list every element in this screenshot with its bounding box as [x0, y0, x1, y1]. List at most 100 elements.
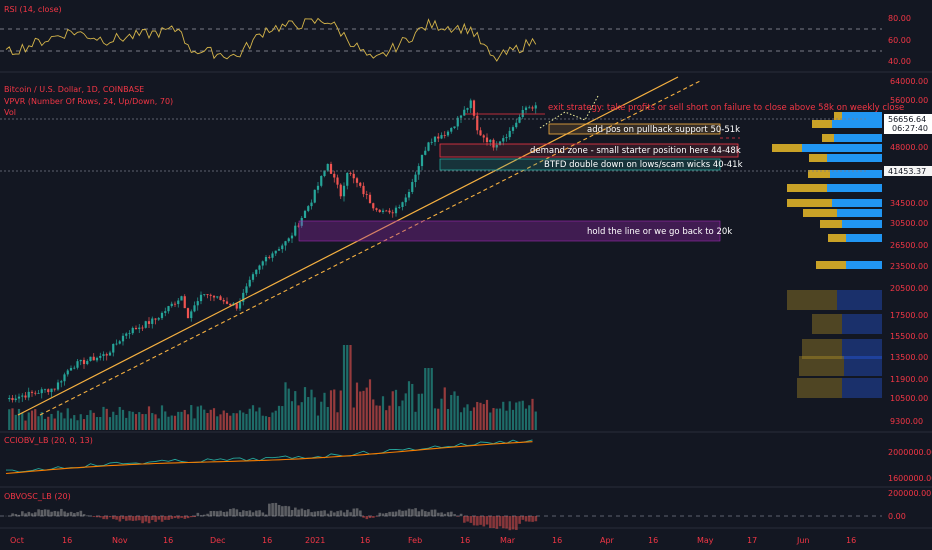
obvosc-bar [154, 516, 157, 522]
cciobv-lines [5, 439, 533, 475]
volume-bar [76, 420, 79, 430]
x-tick: 16 [552, 536, 562, 545]
candle [401, 201, 404, 211]
candle [34, 390, 37, 396]
vpvr-bar-up [837, 209, 882, 217]
volume-bar [144, 414, 147, 430]
volume-bar [86, 415, 89, 430]
obvosc-bar [167, 516, 170, 520]
obvosc-bar [258, 510, 261, 517]
main-subtitle: VPVR (Number Of Rows, 24, Up/Down, 70) [4, 97, 173, 106]
obvosc-bar [274, 502, 278, 517]
candle [446, 130, 450, 137]
countdown-value: 06:27:40 [892, 124, 928, 133]
volume-bar [245, 413, 248, 430]
obvosc-bar [414, 508, 417, 517]
candle [99, 352, 102, 361]
volume-bar [105, 408, 108, 430]
x-tick: Oct [10, 536, 24, 545]
candle [320, 175, 323, 188]
vpvr-bar-down [809, 154, 827, 162]
vpvr-bar-up [837, 290, 882, 310]
annotation-demand[interactable]: demand zone - small starter position her… [530, 146, 741, 156]
volume-bar [40, 412, 43, 430]
obvosc-bar [300, 508, 304, 517]
volume-bar [177, 411, 180, 430]
obvosc-bar [34, 512, 37, 517]
price-tick: 17500.00 [890, 311, 928, 320]
obvosc-tick: 0.00 [888, 512, 906, 521]
cciobv-title: CCIOBV_LB (20, 0, 13) [4, 436, 93, 445]
candle [511, 125, 515, 134]
volume-bar [164, 411, 167, 430]
obvosc-bar [173, 516, 177, 519]
obvosc-bar [352, 508, 356, 517]
obvosc-bar [17, 514, 21, 517]
obvosc-bar [99, 516, 102, 518]
obvosc-bar [446, 512, 450, 517]
price-scale[interactable]: 64000.00 56000.00 48000.00 34500.00 3050… [890, 77, 928, 426]
candle [414, 171, 417, 188]
x-axis[interactable]: Oct 16 Nov 16 Dec 16 2021 16 Feb 16 Mar 16 Apr 16 May 1… [10, 536, 856, 545]
annotation-add[interactable]: add pos on pullback support 50-51k [587, 125, 740, 135]
obvosc-bar [271, 503, 274, 517]
candle [17, 393, 21, 403]
candle [398, 204, 401, 209]
volume-bar [128, 411, 131, 430]
obvosc-bar [430, 509, 434, 517]
obvosc-bar [326, 513, 330, 517]
zone-add-box[interactable] [548, 123, 721, 135]
obvosc-bar [151, 516, 154, 521]
volume-bar [154, 414, 157, 430]
volume-bar [482, 404, 485, 430]
volume-bar [21, 412, 24, 430]
volume-bar [125, 417, 128, 430]
obvosc-bar [303, 510, 307, 517]
candle [258, 264, 261, 274]
volume-bar [102, 406, 105, 430]
x-tick: Dec [210, 536, 225, 545]
obvosc-bar [420, 509, 424, 517]
candle [235, 303, 238, 311]
candle [102, 351, 105, 361]
volume-bar [339, 390, 342, 430]
volume-bar [17, 408, 21, 430]
candle [521, 105, 524, 120]
zone-demand-box[interactable] [439, 143, 739, 158]
obvosc-bar [349, 512, 352, 517]
candle [375, 207, 378, 212]
volume-bar [147, 406, 151, 430]
annotation-hold[interactable]: hold the line or we go back to 20k [587, 227, 732, 237]
volume-bar [277, 405, 281, 430]
trendline-solid[interactable] [17, 76, 679, 416]
volume-bar [118, 406, 121, 430]
obvosc-bar [53, 510, 57, 517]
zone-hold-box[interactable] [298, 220, 721, 242]
obvosc-bar [144, 516, 148, 522]
zone-btfd-box[interactable] [439, 158, 721, 171]
volume-bar [92, 412, 95, 430]
volume-bar [27, 412, 30, 430]
annotation-exit[interactable]: exit strategy: take profits or sell shor… [548, 103, 904, 113]
candle [508, 127, 511, 140]
annotation-btfd[interactable]: BTFD double down on lows/scam wicks 40-4… [544, 160, 743, 170]
vpvr-bar-down [808, 170, 830, 178]
trendline-dashed[interactable] [39, 79, 703, 416]
candle [219, 294, 222, 301]
obvosc-bar [115, 516, 118, 520]
vpvr-bar-down [834, 112, 842, 120]
vpvr-bar-down [787, 290, 837, 310]
obvosc-bar [450, 511, 453, 517]
volume-bar [47, 416, 50, 430]
obvosc-bar [424, 511, 427, 517]
obvosc-bar [346, 509, 349, 517]
volume-bar [173, 415, 177, 430]
candle [66, 368, 69, 377]
volume-bar [203, 409, 206, 430]
vpvr-bar-down [772, 144, 802, 152]
candle [424, 146, 427, 156]
candle [134, 325, 138, 330]
candle [170, 301, 173, 308]
volume-bar [112, 411, 115, 430]
